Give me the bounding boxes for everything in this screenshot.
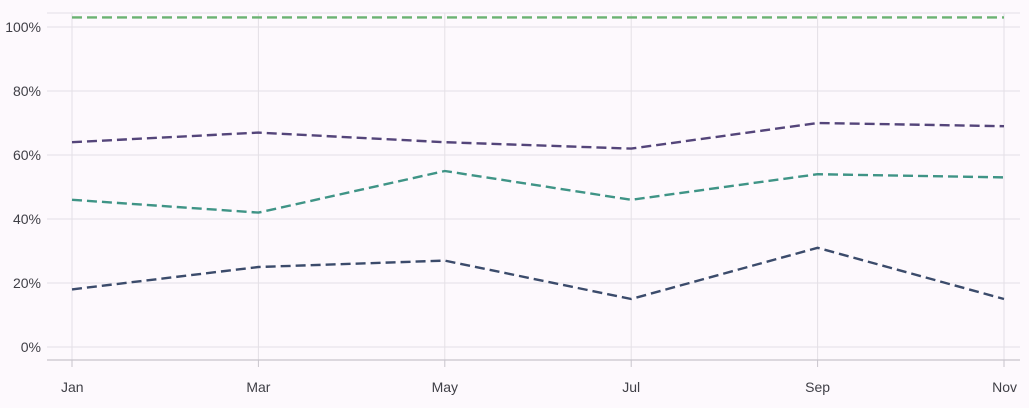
x-tick-label: May [432,379,458,395]
x-tick-label: Mar [246,379,270,395]
tick-labels: 0% 20% 40% 60% 80% 100% Jan Mar May Jul Sep Nov [5,19,1017,395]
series-line-3 [71,121,1005,150]
x-tick-label: Sep [805,379,830,395]
axes [47,359,1020,367]
series-lines [71,16,1005,301]
x-tick-label: Jul [622,379,640,395]
grid-lines [47,12,1020,360]
x-tick-label: Nov [992,379,1017,395]
y-tick-label: 60% [13,147,41,163]
y-tick-label: 80% [13,83,41,99]
y-tick-label: 20% [13,275,41,291]
x-tick-label: Jan [61,379,84,395]
y-tick-label: 40% [13,211,41,227]
y-tick-label: 100% [5,19,41,35]
series-line-1 [71,246,1005,301]
series-line-2 [71,169,1005,214]
y-tick-label: 0% [21,339,41,355]
